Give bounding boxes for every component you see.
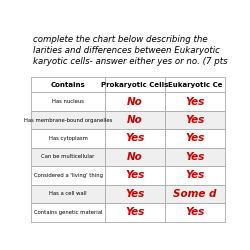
Text: karyotic cells- answer either yes or no. (7 pts: karyotic cells- answer either yes or no.… <box>33 57 228 66</box>
Text: Prokaryotic Cells: Prokaryotic Cells <box>101 82 168 88</box>
Bar <box>165 184 225 203</box>
Bar <box>165 166 225 184</box>
Text: Yes: Yes <box>125 189 144 199</box>
Text: Yes: Yes <box>185 115 204 125</box>
Bar <box>31 77 105 92</box>
Text: Yes: Yes <box>185 134 204 143</box>
Bar <box>105 184 165 203</box>
Bar <box>31 129 105 148</box>
Bar <box>105 148 165 166</box>
Text: Has a cell wall: Has a cell wall <box>49 191 87 196</box>
Bar <box>165 203 225 222</box>
Bar <box>165 148 225 166</box>
Text: Contains: Contains <box>51 82 86 88</box>
Text: No: No <box>127 96 143 106</box>
Text: larities and differences between Eukaryotic: larities and differences between Eukaryo… <box>33 46 220 55</box>
Bar <box>165 111 225 129</box>
Bar <box>31 203 105 222</box>
Bar <box>105 203 165 222</box>
Text: Yes: Yes <box>125 207 144 217</box>
Text: Contains genetic material: Contains genetic material <box>34 210 102 215</box>
Bar <box>105 111 165 129</box>
Text: Yes: Yes <box>125 170 144 180</box>
Bar <box>165 129 225 148</box>
Text: Yes: Yes <box>185 96 204 106</box>
Text: Yes: Yes <box>185 170 204 180</box>
Text: complete the chart below describing the: complete the chart below describing the <box>33 35 208 44</box>
Text: Considered a 'living' thing: Considered a 'living' thing <box>34 173 102 178</box>
Text: Some d: Some d <box>173 189 217 199</box>
Text: Yes: Yes <box>185 152 204 162</box>
Bar <box>105 92 165 111</box>
Bar <box>31 184 105 203</box>
Text: No: No <box>127 115 143 125</box>
Text: Yes: Yes <box>125 134 144 143</box>
Text: Has membrane-bound organelles: Has membrane-bound organelles <box>24 118 112 122</box>
Text: Has nucleus: Has nucleus <box>52 99 84 104</box>
Bar <box>165 77 225 92</box>
Text: Eukaryotic Ce: Eukaryotic Ce <box>168 82 222 88</box>
Bar <box>165 92 225 111</box>
Text: Can be multicellular: Can be multicellular <box>42 154 95 160</box>
Bar <box>105 129 165 148</box>
Text: No: No <box>127 152 143 162</box>
Bar <box>31 92 105 111</box>
Text: Has cytoplasm: Has cytoplasm <box>48 136 88 141</box>
Bar <box>31 148 105 166</box>
Bar <box>31 111 105 129</box>
Bar <box>105 166 165 184</box>
Bar <box>105 77 165 92</box>
Bar <box>31 166 105 184</box>
Text: Yes: Yes <box>185 207 204 217</box>
